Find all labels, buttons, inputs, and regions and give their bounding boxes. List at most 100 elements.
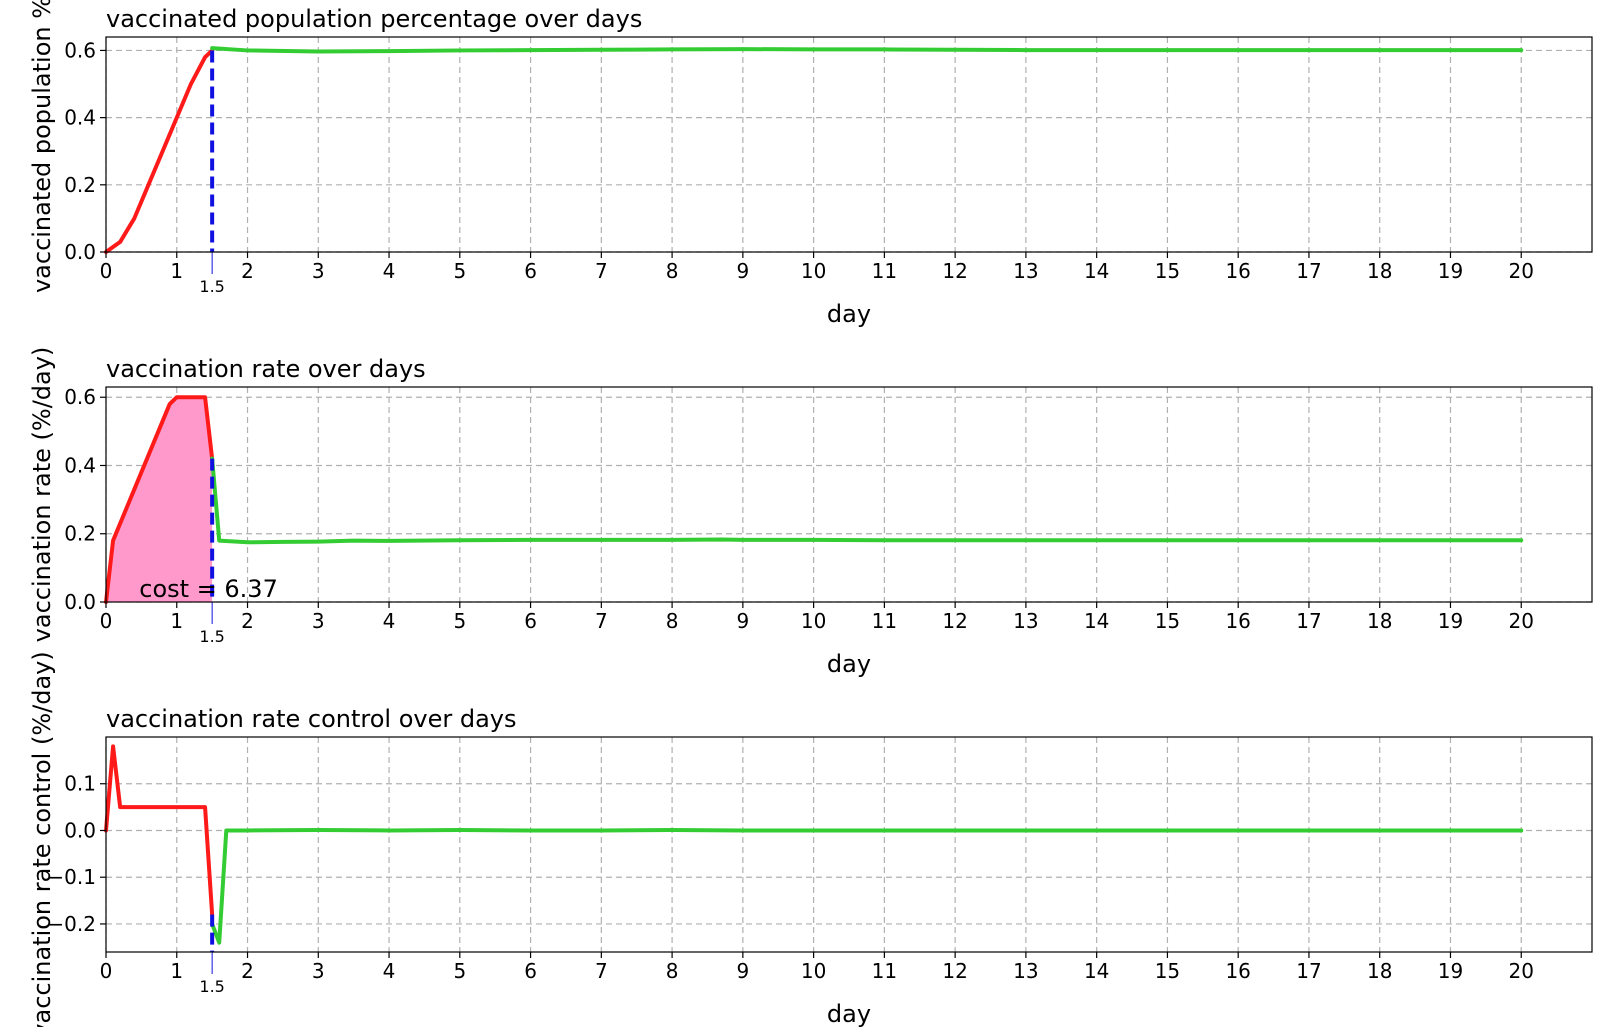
plot-frame bbox=[105, 36, 1593, 253]
x-tick-label: 18 bbox=[1367, 609, 1392, 633]
cost-area bbox=[106, 397, 213, 602]
x-tick-label: 12 bbox=[942, 609, 967, 633]
x-tick-label: 6 bbox=[524, 959, 537, 983]
x-axis-label: day bbox=[827, 1000, 871, 1027]
x-axis-label: day bbox=[827, 300, 871, 328]
series-line-after-switch bbox=[210, 828, 1524, 945]
x-tick-label: 14 bbox=[1084, 959, 1109, 983]
x-tick-label: 17 bbox=[1296, 259, 1321, 283]
switch-marker-label: 1.5 bbox=[199, 977, 224, 996]
cost-annotation: cost = 6.37 bbox=[139, 575, 278, 603]
x-tick-label: 13 bbox=[1013, 609, 1038, 633]
y-tick-label: −0.2 bbox=[47, 912, 96, 936]
chart-3: 1.50 1 2 3 4 5 6 7 8 9 10 11 12 13 14 15 16 17 18 19 20−0.2−… bbox=[28, 651, 1593, 1027]
x-tick-label: 10 bbox=[801, 959, 826, 983]
x-tick-label: 6 bbox=[524, 259, 537, 283]
x-tick-label: 11 bbox=[872, 609, 897, 633]
x-tick-label: 13 bbox=[1013, 259, 1038, 283]
x-tick-label: 7 bbox=[595, 259, 608, 283]
y-tick-label: 0.6 bbox=[64, 38, 96, 62]
series-line-before-switch bbox=[104, 744, 215, 917]
x-tick-label: 7 bbox=[595, 959, 608, 983]
x-tick-label: 0 bbox=[100, 609, 113, 633]
x-tick-label: 8 bbox=[666, 259, 679, 283]
y-tick-label: 0.2 bbox=[64, 522, 96, 546]
chart-title: vaccination rate control over days bbox=[106, 705, 516, 733]
x-tick-label: 19 bbox=[1438, 959, 1463, 983]
x-tick-label: 20 bbox=[1509, 609, 1534, 633]
x-tick-label: 12 bbox=[942, 959, 967, 983]
chart-title: vaccinated population percentage over da… bbox=[106, 5, 642, 33]
x-tick-label: 6 bbox=[524, 609, 537, 633]
x-tick-label: 1 bbox=[170, 959, 183, 983]
x-tick-label: 18 bbox=[1367, 959, 1392, 983]
x-tick-label: 18 bbox=[1367, 259, 1392, 283]
x-tick-label: 9 bbox=[736, 609, 749, 633]
x-tick-label: 16 bbox=[1225, 259, 1250, 283]
x-tick-label: 2 bbox=[241, 609, 254, 633]
grid bbox=[105, 387, 1592, 603]
x-tick-label: 17 bbox=[1296, 609, 1321, 633]
series-line-after-switch bbox=[210, 46, 1524, 54]
x-tick-label: 3 bbox=[312, 609, 325, 633]
x-tick-label: 15 bbox=[1155, 609, 1180, 633]
x-tick-label: 10 bbox=[801, 259, 826, 283]
x-tick-label: 0 bbox=[100, 259, 113, 283]
x-tick-label: 8 bbox=[666, 609, 679, 633]
x-tick-label: 4 bbox=[383, 259, 396, 283]
plot-frame bbox=[105, 736, 1593, 953]
chart-1: 1.50 1 2 3 4 5 6 7 8 9 10 11 12 13 14 15 16 17 18 19 200.00.… bbox=[28, 0, 1593, 328]
switch-marker-label: 1.5 bbox=[199, 627, 224, 646]
x-tick-label: 19 bbox=[1438, 609, 1463, 633]
x-tick-label: 15 bbox=[1155, 959, 1180, 983]
plot-frame bbox=[105, 386, 1593, 603]
x-tick-label: 1 bbox=[170, 259, 183, 283]
y-tick-label: 0.4 bbox=[64, 106, 96, 130]
y-tick-label: −0.1 bbox=[47, 865, 96, 889]
x-tick-label: 3 bbox=[312, 959, 325, 983]
x-tick-label: 4 bbox=[383, 959, 396, 983]
series-line-after-switch bbox=[210, 456, 1524, 545]
x-tick-label: 5 bbox=[453, 259, 466, 283]
x-tick-label: 10 bbox=[801, 609, 826, 633]
y-tick-label: 0.0 bbox=[64, 818, 96, 842]
x-tick-label: 11 bbox=[872, 959, 897, 983]
chart-title: vaccination rate over days bbox=[106, 355, 426, 383]
x-tick-label: 20 bbox=[1509, 959, 1534, 983]
y-tick-label: 0.0 bbox=[64, 240, 96, 264]
y-tick-label: 0.6 bbox=[64, 385, 96, 409]
grid bbox=[105, 37, 1592, 253]
x-tick-label: 1 bbox=[170, 609, 183, 633]
x-tick-label: 12 bbox=[942, 259, 967, 283]
y-tick-label: 0.1 bbox=[64, 772, 96, 796]
y-axis-label: vaccinated population % bbox=[28, 0, 56, 293]
x-tick-label: 14 bbox=[1084, 259, 1109, 283]
x-tick-label: 17 bbox=[1296, 959, 1321, 983]
x-tick-label: 3 bbox=[312, 259, 325, 283]
y-tick-label: 0.4 bbox=[64, 453, 96, 477]
x-tick-label: 5 bbox=[453, 609, 466, 633]
x-tick-label: 4 bbox=[383, 609, 396, 633]
x-tick-label: 0 bbox=[100, 959, 113, 983]
x-axis-label: day bbox=[827, 650, 871, 678]
grid bbox=[105, 737, 1592, 952]
series-line-before-switch bbox=[104, 48, 215, 254]
series-line-before-switch bbox=[104, 395, 215, 604]
x-tick-label: 11 bbox=[872, 259, 897, 283]
x-tick-label: 2 bbox=[241, 259, 254, 283]
x-tick-label: 5 bbox=[453, 959, 466, 983]
x-tick-label: 15 bbox=[1155, 259, 1180, 283]
x-tick-label: 9 bbox=[736, 259, 749, 283]
x-tick-label: 16 bbox=[1225, 609, 1250, 633]
x-tick-label: 13 bbox=[1013, 959, 1038, 983]
x-tick-label: 19 bbox=[1438, 259, 1463, 283]
x-tick-label: 20 bbox=[1509, 259, 1534, 283]
x-tick-label: 8 bbox=[666, 959, 679, 983]
y-tick-label: 0.0 bbox=[64, 590, 96, 614]
chart-2: 1.50 1 2 3 4 5 6 7 8 9 10 11 12 13 14 15 16 17 18 19 200.00.… bbox=[28, 347, 1593, 678]
x-tick-label: 16 bbox=[1225, 959, 1250, 983]
x-tick-label: 2 bbox=[241, 959, 254, 983]
switch-marker-label: 1.5 bbox=[199, 277, 224, 296]
x-tick-label: 7 bbox=[595, 609, 608, 633]
